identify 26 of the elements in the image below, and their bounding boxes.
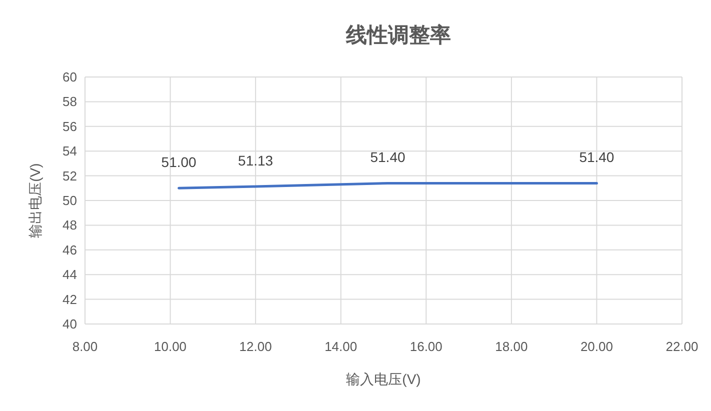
x-tick-label: 8.00 xyxy=(72,339,98,354)
y-tick-label: 54 xyxy=(62,144,77,159)
y-tick-label: 40 xyxy=(62,316,77,332)
y-tick-label: 52 xyxy=(62,168,77,184)
x-tick-label: 10.00 xyxy=(154,339,187,354)
x-tick-label: 16.00 xyxy=(410,339,442,354)
x-tick-label: 18.00 xyxy=(495,339,528,354)
y-axis-title: 输出电压(V) xyxy=(27,163,43,238)
y-tick-label: 42 xyxy=(62,292,77,307)
data-label: 51.40 xyxy=(370,149,406,166)
y-tick-label: 46 xyxy=(62,242,77,258)
x-tick-label: 20.00 xyxy=(580,339,613,354)
y-tick-label: 58 xyxy=(62,94,77,110)
y-tick-label: 48 xyxy=(62,218,77,233)
y-tick-label: 56 xyxy=(62,118,77,134)
x-tick-label: 12.00 xyxy=(239,339,272,354)
data-label: 51.00 xyxy=(161,154,197,170)
x-tick-label: 22.00 xyxy=(666,339,698,354)
chart-title: 线性调整率 xyxy=(345,23,451,47)
x-tick-label: 14.00 xyxy=(324,339,358,354)
data-label: 51.40 xyxy=(579,149,614,166)
data-label: 51.13 xyxy=(238,152,274,169)
y-tick-label: 50 xyxy=(62,193,77,208)
y-tick-label: 60 xyxy=(62,70,77,84)
x-axis-title: 输入电压(V) xyxy=(346,371,421,387)
y-tick-label: 44 xyxy=(62,267,77,282)
